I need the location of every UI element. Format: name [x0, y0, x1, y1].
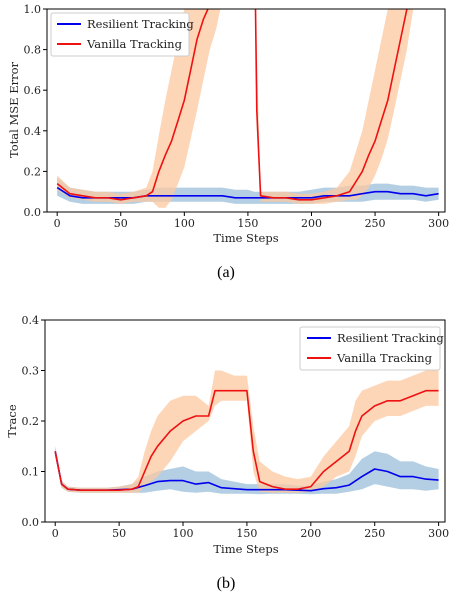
legend-label-vanilla: Vanilla Tracking: [86, 37, 183, 51]
y-tick-label: 0.3: [22, 365, 40, 378]
plot-frame: [44, 319, 446, 523]
chart-panel-a: 0 50 100 150 200 250 300 0.0 0.2 0.4 0.6 0.8 1.0 Ti…: [7, 3, 449, 245]
legend-label-resilient: Resilient Tracking: [337, 331, 444, 345]
y-axis-label: Trace: [5, 404, 19, 437]
x-tick-label: 200: [301, 217, 322, 230]
y-tick-label: 0.2: [24, 165, 42, 178]
series-line-resilient: [56, 186, 439, 199]
x-axis-label: Time Steps: [213, 231, 278, 245]
y-tick-label: 1.0: [24, 3, 42, 16]
legend: Resilient Tracking Vanilla Tracking: [299, 326, 444, 371]
x-tick-label: 250: [365, 217, 386, 230]
x-tick-label: 0: [54, 217, 61, 230]
legend: Resilient Tracking Vanilla Tracking: [50, 12, 194, 57]
y-tick-label: 0.0: [22, 516, 40, 529]
band-resilient: [55, 446, 439, 495]
x-tick-label: 100: [173, 527, 194, 540]
caption-a: (a): [217, 264, 235, 281]
x-tick-label: 150: [236, 527, 257, 540]
x-tick-label: 50: [112, 527, 126, 540]
y-tick-label: 0.6: [24, 84, 42, 97]
series-line-vanilla: [56, 9, 408, 201]
y-axis-label: Total MSE Error: [7, 61, 21, 158]
y-tick-label: 0.0: [24, 206, 42, 219]
y-tick-label: 0.8: [24, 44, 42, 57]
x-tick-label: 300: [428, 217, 449, 230]
legend-label-resilient: Resilient Tracking: [87, 17, 194, 31]
legend-label-vanilla: Vanilla Tracking: [336, 351, 433, 365]
y-tick-label: 0.1: [22, 466, 40, 479]
band-vanilla: [55, 370, 439, 493]
x-tick-label: 50: [114, 217, 128, 230]
series-line-vanilla: [54, 389, 439, 492]
x-tick-label: 100: [174, 217, 195, 230]
y-tick-label: 0.4: [22, 314, 40, 327]
y-tick-label: 0.2: [22, 415, 40, 428]
x-tick-label: 300: [428, 527, 449, 540]
x-tick-label: 0: [52, 527, 59, 540]
plot-frame: [46, 8, 446, 213]
x-tick-label: 250: [364, 527, 385, 540]
caption-b: (b): [217, 575, 236, 592]
x-axis-label: Time Steps: [213, 542, 278, 556]
chart-panel-b: 0 50 100 150 200 250 300 0.0 0.1 0.2 0.3 0.4 Time …: [5, 314, 449, 556]
y-tick-label: 0.4: [24, 125, 42, 138]
x-tick-label: 200: [300, 527, 321, 540]
x-tick-label: 150: [237, 217, 258, 230]
